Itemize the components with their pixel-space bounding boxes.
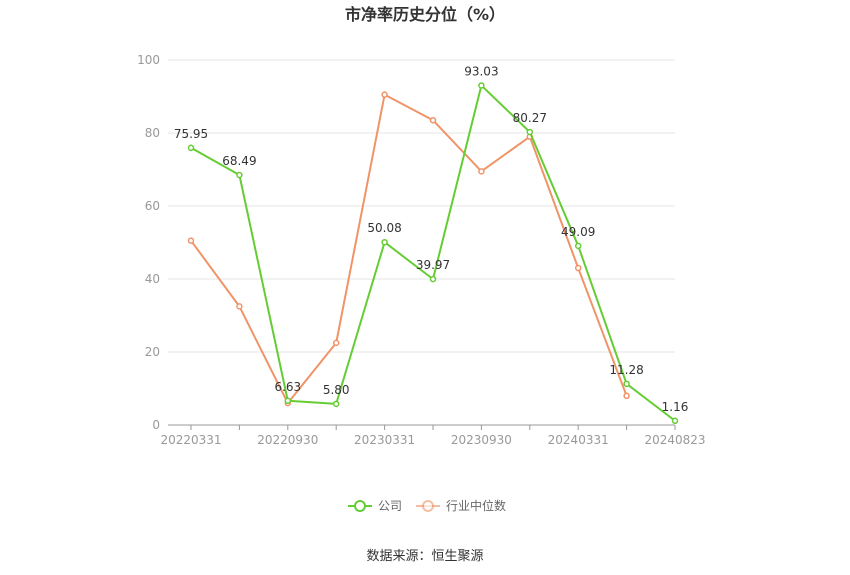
chart-title: 市净率历史分位（%） — [345, 5, 505, 24]
x-tick-label: 20220930 — [257, 433, 318, 447]
data-point — [429, 116, 437, 124]
x-tick-label: 20230331 — [354, 433, 415, 447]
legend-marker — [422, 500, 434, 512]
y-tick-label: 20 — [145, 345, 160, 359]
x-tick-label: 20240823 — [644, 433, 705, 447]
data-label: 75.95 — [174, 127, 208, 141]
data-point — [623, 392, 630, 400]
x-tick-label: 20220331 — [160, 433, 221, 447]
data-point — [187, 237, 195, 244]
data-point — [332, 400, 340, 408]
series-line-industry-median — [190, 93, 628, 405]
series-line-company — [190, 84, 676, 422]
data-point — [187, 144, 195, 152]
data-point — [478, 82, 485, 89]
legend-marker — [354, 500, 366, 512]
data-label: 93.03 — [464, 64, 498, 78]
data-label: 39.97 — [416, 258, 450, 272]
series-group: 75.95 68.49 6.63 5.80 50.08 39.97 93.03 80.27 49… — [174, 64, 689, 425]
data-label: 50.08 — [367, 221, 401, 235]
data-label: 11.28 — [609, 363, 643, 377]
y-axis: 0 20 40 60 80 100 — [137, 53, 160, 432]
legend-item-company[interactable]: 公司 — [348, 499, 402, 513]
grid — [168, 59, 675, 353]
data-point — [671, 417, 679, 425]
data-label: 68.49 — [222, 154, 256, 168]
data-source: 数据来源：恒生聚源 — [366, 549, 483, 564]
legend-label: 公司 — [378, 499, 402, 513]
data-label: 5.80 — [323, 383, 350, 397]
data-point — [623, 380, 630, 388]
y-tick-label: 60 — [145, 199, 160, 213]
data-point — [478, 168, 485, 175]
legend-label: 行业中位数 — [446, 498, 506, 513]
data-point — [236, 303, 243, 310]
data-label: 49.09 — [561, 225, 595, 239]
legend[interactable]: 公司 行业中位数 — [348, 498, 506, 513]
y-tick-label: 100 — [137, 53, 160, 67]
data-point — [284, 397, 292, 405]
data-label: 6.63 — [274, 380, 301, 394]
x-tick-label: 20230930 — [451, 433, 512, 447]
data-point — [332, 339, 340, 347]
legend-item-industry-median[interactable]: 行业中位数 — [416, 498, 506, 513]
data-label: 80.27 — [513, 111, 547, 125]
data-point — [574, 242, 582, 250]
x-axis: 20220331 20220930 20230331 20230930 20240331… — [160, 424, 706, 447]
data-point — [429, 275, 437, 283]
data-point — [381, 91, 388, 98]
data-point — [236, 171, 243, 179]
data-point — [381, 238, 388, 246]
data-label: 1.16 — [662, 400, 689, 414]
data-point — [526, 128, 534, 136]
y-tick-label: 80 — [145, 126, 160, 140]
x-tick-label: 20240331 — [548, 433, 609, 447]
y-tick-label: 40 — [145, 272, 160, 286]
data-point — [574, 264, 582, 272]
y-tick-label: 0 — [152, 418, 160, 432]
